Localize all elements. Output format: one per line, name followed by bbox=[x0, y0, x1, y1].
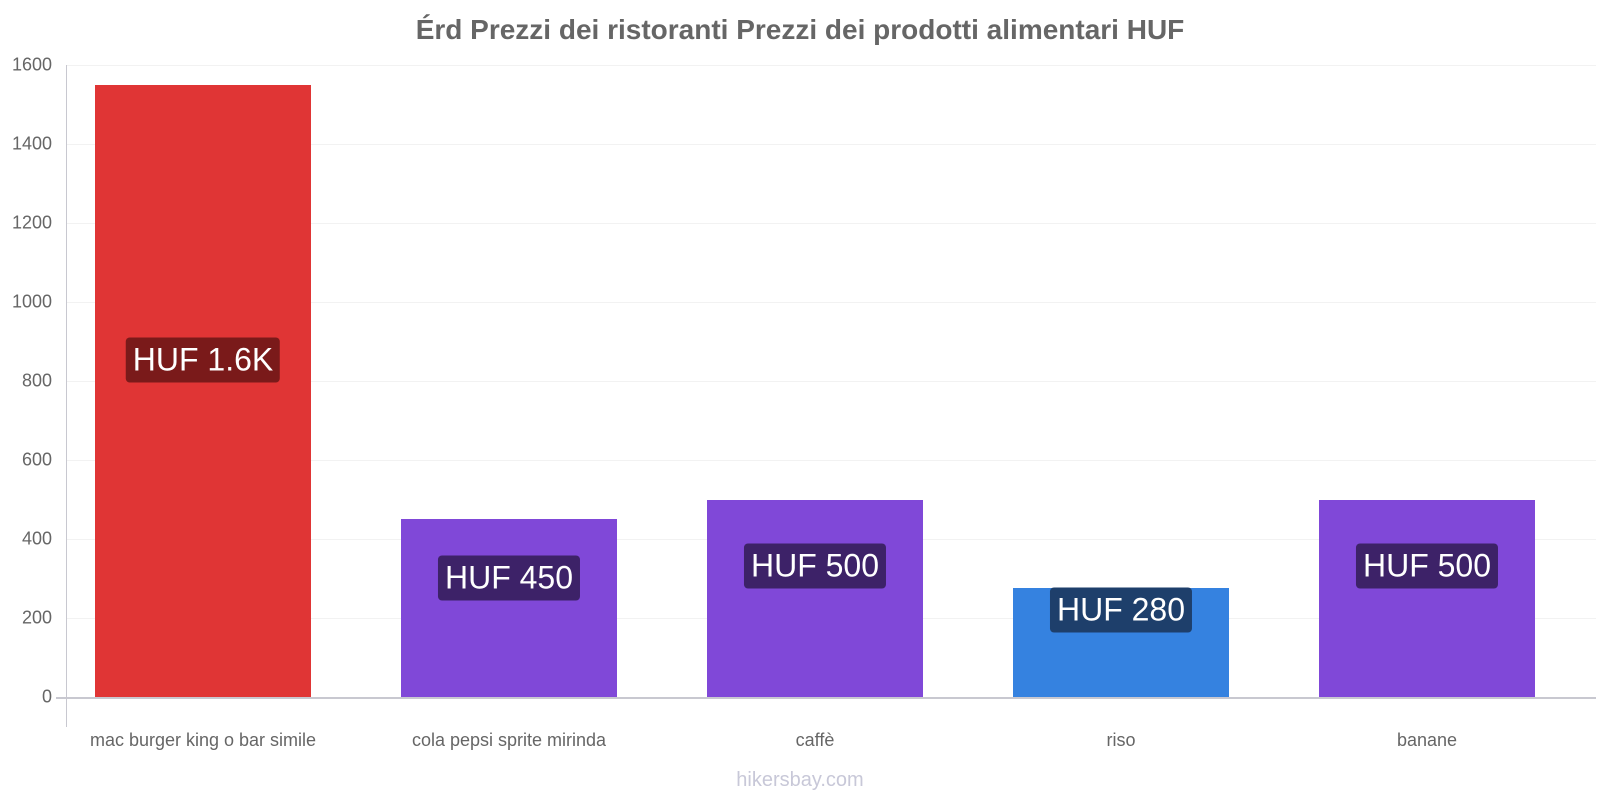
chart-title: Érd Prezzi dei ristoranti Prezzi dei pro… bbox=[415, 14, 1185, 45]
bar[interactable]: HUF 280 bbox=[1013, 587, 1229, 697]
x-tick-label: riso bbox=[1106, 730, 1136, 750]
y-tick-label: 800 bbox=[21, 370, 52, 391]
data-label: HUF 1.6K bbox=[125, 337, 281, 383]
x-axis-line bbox=[56, 697, 1596, 699]
x-tick-label: caffè bbox=[795, 730, 835, 750]
gridline bbox=[66, 223, 1596, 224]
y-axis-line bbox=[66, 65, 67, 727]
y-tick-label: 0 bbox=[41, 686, 52, 707]
bar[interactable]: HUF 450 bbox=[401, 519, 617, 697]
y-tick-label: 1400 bbox=[11, 133, 52, 154]
y-tick-label: 200 bbox=[21, 607, 52, 628]
x-tick-label: banane bbox=[1396, 730, 1458, 750]
plot-area: HUF 1.6K HUF 450 HUF 500 HUF 280 HUF 500 bbox=[66, 65, 1596, 697]
gridline bbox=[66, 65, 1596, 66]
data-label: HUF 500 bbox=[743, 543, 887, 589]
x-tick-label: cola pepsi sprite mirinda bbox=[411, 730, 607, 750]
bar[interactable]: HUF 1.6K bbox=[95, 84, 311, 697]
watermark: hikersbay.com bbox=[736, 769, 864, 791]
data-label: HUF 450 bbox=[437, 555, 581, 601]
y-tick-label: 1000 bbox=[11, 291, 52, 312]
gridline bbox=[66, 144, 1596, 145]
gridline bbox=[66, 460, 1596, 461]
y-tick-label: 600 bbox=[21, 449, 52, 470]
y-tick-label: 400 bbox=[21, 528, 52, 549]
bar[interactable]: HUF 500 bbox=[1319, 499, 1535, 697]
gridline bbox=[66, 302, 1596, 303]
bar[interactable]: HUF 500 bbox=[707, 499, 923, 697]
y-tick-label: 1200 bbox=[11, 212, 52, 233]
y-tick-label: 1600 bbox=[11, 54, 52, 75]
data-label: HUF 500 bbox=[1355, 543, 1499, 589]
x-tick-label: mac burger king o bar simile bbox=[89, 730, 317, 750]
gridline bbox=[66, 381, 1596, 382]
data-label: HUF 280 bbox=[1049, 587, 1193, 633]
